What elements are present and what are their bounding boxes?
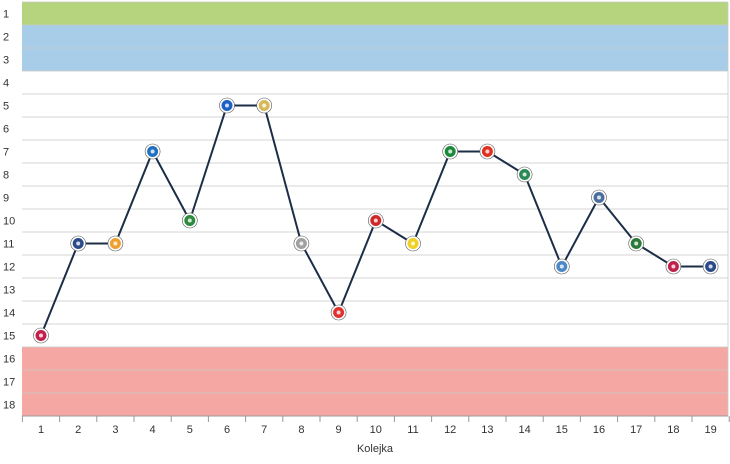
x-tick-label: 18 [667, 424, 679, 436]
y-tick-label: 2 [3, 32, 9, 44]
y-tick-label: 10 [3, 216, 15, 228]
data-point-crest-center [708, 264, 713, 269]
y-tick-label: 12 [3, 262, 15, 274]
data-point [219, 97, 235, 114]
grid-lines [22, 1, 729, 417]
data-point [367, 212, 384, 229]
data-point [553, 258, 570, 275]
data-point-crest-center [485, 149, 490, 154]
data-point-crest-center [336, 310, 341, 315]
y-tick-label: 5 [3, 101, 9, 113]
x-tick-label: 17 [630, 424, 642, 436]
data-point-crest-center [448, 149, 453, 154]
data-point [33, 327, 49, 344]
data-point [144, 143, 161, 160]
x-tick-label: 1 [38, 424, 44, 436]
x-tick-label: 2 [75, 424, 81, 436]
x-tick-label: 5 [187, 424, 193, 436]
x-tick-label: 13 [481, 424, 493, 436]
data-point-crest-center [299, 241, 304, 246]
data-point-crest-center [373, 218, 378, 223]
data-point [516, 166, 533, 183]
data-point [256, 97, 273, 114]
data-point [330, 304, 347, 321]
y-tick-label: 15 [3, 331, 15, 343]
y-tick-label: 8 [3, 170, 9, 182]
x-tick-label: 16 [593, 424, 605, 436]
y-tick-label: 11 [3, 239, 14, 251]
series-markers [33, 97, 719, 344]
x-axis-title: Kolejka [357, 443, 394, 455]
y-tick-label: 6 [3, 124, 9, 136]
x-tick-labels: 1 2 3 4 5 6 7 8 9 10 11 12 13 14 15 16 17 18 19 [38, 424, 717, 436]
x-tick-label: 8 [298, 424, 304, 436]
data-point [479, 143, 496, 160]
data-point-crest-center [559, 264, 564, 269]
data-point [702, 258, 719, 275]
data-point-crest-center [113, 241, 118, 246]
x-tick-label: 9 [336, 424, 342, 436]
x-tick-label: 7 [261, 424, 267, 436]
data-point-crest-center [671, 264, 676, 269]
x-tick-label: 4 [150, 424, 156, 436]
data-point [591, 189, 607, 206]
data-point-crest-center [76, 241, 81, 246]
y-tick-label: 16 [3, 354, 15, 366]
y-tick-label: 1 [3, 9, 9, 21]
data-point [107, 235, 124, 252]
data-point [665, 258, 682, 275]
data-point-crest-center [150, 149, 155, 154]
data-point-crest-center [262, 103, 267, 108]
x-tick-label: 10 [370, 424, 382, 436]
data-point-crest-center [225, 103, 229, 108]
y-tick-label: 13 [3, 285, 15, 297]
data-point [293, 235, 310, 252]
data-point [442, 143, 459, 160]
data-point [405, 235, 421, 252]
data-point [182, 212, 198, 229]
zone-band-1 [22, 2, 728, 25]
y-tick-label: 4 [3, 78, 9, 90]
y-tick-label: 18 [3, 400, 15, 412]
y-tick-label: 3 [3, 55, 9, 67]
y-tick-label: 14 [3, 308, 15, 320]
x-tick-label: 12 [444, 424, 456, 436]
y-tick-label: 17 [3, 377, 15, 389]
y-tick-label: 7 [3, 147, 9, 159]
data-point-crest-center [522, 172, 527, 177]
y-tick-label: 9 [3, 193, 9, 205]
x-tick-label: 19 [704, 424, 716, 436]
x-tick-label: 15 [556, 424, 568, 436]
zone-band-3 [22, 347, 728, 416]
data-point-crest-center [39, 333, 43, 338]
x-tick-label: 6 [224, 424, 230, 436]
x-axis [21, 415, 730, 422]
x-tick-label: 3 [112, 424, 118, 436]
data-point [70, 235, 86, 252]
data-point-crest-center [411, 241, 415, 246]
data-point [628, 235, 645, 252]
data-point-crest-center [634, 241, 639, 246]
data-point-crest-center [597, 195, 601, 200]
x-tick-label: 11 [407, 424, 418, 436]
x-tick-label: 14 [518, 424, 530, 436]
data-point-crest-center [187, 218, 192, 223]
